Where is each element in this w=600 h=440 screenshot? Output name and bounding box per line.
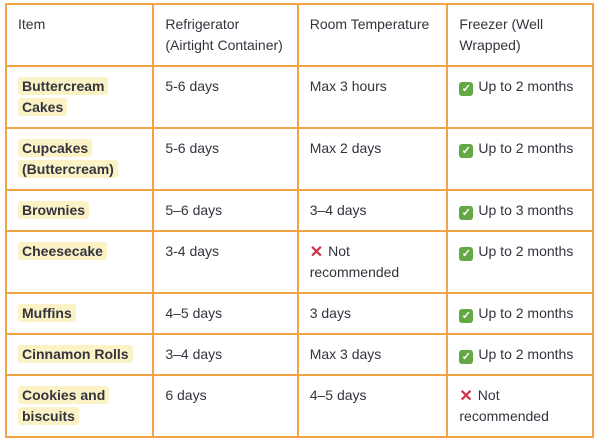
freezer-cell: ✓ Up to 2 months (446, 230, 594, 294)
item-cell: Muffins (4, 292, 155, 335)
freezer-cell: ✕ Not recommended (446, 374, 594, 438)
room-temperature-cell: 4–5 days (296, 374, 449, 438)
room-temperature-cell: 3 days (296, 292, 449, 335)
table-row: Muffins 4–5 days 3 days ✓ Up to 2 months (4, 292, 594, 335)
table-row: Cookies and biscuits 6 days 4–5 days ✕ Not r… (4, 374, 594, 438)
refrigerator-cell: 5–6 days (152, 189, 299, 232)
column-header: Item (4, 3, 155, 67)
check-icon: ✓ (459, 144, 474, 158)
item-label: Muffins (18, 304, 76, 322)
refrigerator-cell: 3-4 days (152, 230, 299, 294)
table-body: Buttercream Cakes 5-6 days Max 3 hours ✓ Up … (4, 65, 594, 438)
check-icon: ✓ (459, 350, 474, 364)
cell-text: 6 days (165, 387, 207, 403)
item-label: Brownies (18, 201, 90, 219)
cell-text: Up to 2 months (478, 346, 574, 362)
refrigerator-cell: 4–5 days (152, 292, 299, 335)
table-row: Brownies 5–6 days 3–4 days ✓ Up to 3 months (4, 189, 594, 232)
cell-text: 3-4 days (165, 243, 220, 259)
cell-text: Up to 2 months (478, 305, 574, 321)
cell-text: Not recommended (309, 243, 400, 280)
cell-text: 3 days (309, 305, 351, 321)
check-icon: ✓ (459, 247, 474, 261)
room-temperature-cell: Max 2 days (296, 127, 449, 191)
column-header: Refrigerator (Airtight Container) (152, 3, 299, 67)
freezer-cell: ✓ Up to 2 months (446, 65, 594, 129)
table-row: Buttercream Cakes 5-6 days Max 3 hours ✓ Up … (4, 65, 594, 129)
refrigerator-cell: 6 days (152, 374, 299, 438)
item-cell: Cupcakes (Buttercream) (4, 127, 155, 191)
cell-text: Max 3 hours (309, 78, 387, 94)
table-row: Cinnamon Rolls 3–4 days Max 3 days ✓ Up to 2… (4, 333, 594, 376)
cell-text: 4–5 days (309, 387, 367, 403)
refrigerator-cell: 3–4 days (152, 333, 299, 376)
item-label: Cinnamon Rolls (18, 345, 133, 363)
cell-text: 5-6 days (165, 78, 220, 94)
refrigerator-cell: 5-6 days (152, 127, 299, 191)
room-temperature-cell: Max 3 days (296, 333, 449, 376)
cell-text: Not recommended (459, 387, 549, 424)
item-label: Cookies and biscuits (18, 386, 110, 425)
freezer-cell: ✓ Up to 2 months (446, 333, 594, 376)
cell-text: Up to 2 months (478, 78, 574, 94)
item-cell: Cookies and biscuits (4, 374, 155, 438)
item-cell: Brownies (4, 189, 155, 232)
refrigerator-cell: 5-6 days (152, 65, 299, 129)
table-row: Cupcakes (Buttercream) 5-6 days Max 2 days… (4, 127, 594, 191)
column-header: Freezer (Well Wrapped) (446, 3, 594, 67)
cell-text: 3–4 days (309, 202, 367, 218)
table-header: Item Refrigerator (Airtight Container) Roo… (4, 3, 594, 67)
item-label: Buttercream Cakes (18, 77, 109, 116)
header-row: Item Refrigerator (Airtight Container) Roo… (4, 3, 594, 67)
cell-text: 5-6 days (165, 140, 220, 156)
item-label: Cheesecake (18, 242, 107, 260)
check-icon: ✓ (459, 82, 474, 96)
room-temperature-cell: Max 3 hours (296, 65, 449, 129)
room-temperature-cell: ✕ Not recommended (296, 230, 449, 294)
cross-icon: ✕ (309, 244, 324, 261)
cross-icon: ✕ (459, 388, 473, 405)
freezer-cell: ✓ Up to 3 months (446, 189, 594, 232)
item-label: Cupcakes (Buttercream) (18, 139, 118, 178)
item-cell: Cheesecake (4, 230, 155, 294)
cell-text: 4–5 days (165, 305, 223, 321)
item-cell: Cinnamon Rolls (4, 333, 155, 376)
storage-table: Item Refrigerator (Airtight Container) Roo… (4, 3, 594, 438)
table-row: Cheesecake 3-4 days ✕ Not recommended ✓ Up to… (4, 230, 594, 294)
cell-text: Up to 2 months (478, 243, 574, 259)
cell-text: Up to 2 months (478, 140, 574, 156)
freezer-cell: ✓ Up to 2 months (446, 292, 594, 335)
cell-text: Max 2 days (309, 140, 382, 156)
check-icon: ✓ (459, 206, 474, 220)
check-icon: ✓ (459, 309, 474, 323)
column-header: Room Temperature (296, 3, 449, 67)
item-cell: Buttercream Cakes (4, 65, 155, 129)
cell-text: Max 3 days (309, 346, 382, 362)
room-temperature-cell: 3–4 days (296, 189, 449, 232)
cell-text: Up to 3 months (478, 202, 574, 218)
freezer-cell: ✓ Up to 2 months (446, 127, 594, 191)
cell-text: 5–6 days (165, 202, 223, 218)
cell-text: 3–4 days (165, 346, 223, 362)
